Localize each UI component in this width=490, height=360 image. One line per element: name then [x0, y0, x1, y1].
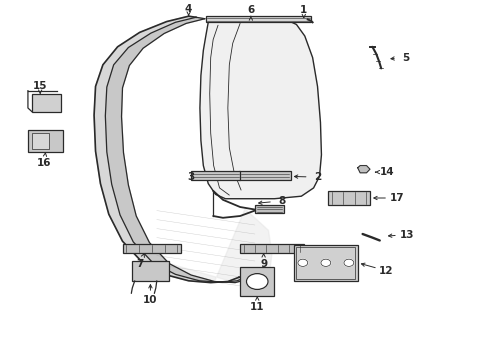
Bar — [32, 94, 61, 112]
Text: 3: 3 — [188, 172, 195, 182]
Text: 15: 15 — [33, 81, 48, 91]
Bar — [328, 191, 370, 205]
Polygon shape — [105, 17, 260, 283]
Circle shape — [298, 259, 308, 266]
Text: 4: 4 — [185, 4, 193, 14]
Bar — [294, 245, 358, 281]
Text: 11: 11 — [250, 302, 265, 312]
Bar — [32, 133, 49, 149]
Bar — [239, 171, 291, 180]
Circle shape — [344, 259, 354, 266]
Bar — [255, 205, 284, 213]
Polygon shape — [200, 19, 321, 199]
Text: 6: 6 — [247, 5, 254, 15]
Text: 2: 2 — [314, 172, 321, 182]
Bar — [122, 244, 181, 253]
Text: 1: 1 — [300, 5, 307, 15]
Text: 8: 8 — [278, 196, 285, 206]
Bar — [240, 244, 304, 253]
Bar — [206, 16, 311, 22]
Circle shape — [246, 274, 268, 289]
Polygon shape — [358, 166, 370, 173]
Text: 12: 12 — [379, 266, 393, 276]
Bar — [296, 247, 355, 279]
Bar — [28, 130, 63, 152]
Circle shape — [321, 259, 331, 266]
Bar — [132, 261, 169, 281]
Polygon shape — [94, 16, 247, 283]
Text: 7: 7 — [136, 258, 144, 269]
Text: 16: 16 — [37, 158, 51, 168]
Bar — [191, 171, 240, 180]
Bar — [240, 267, 274, 296]
Text: 9: 9 — [260, 258, 267, 269]
Text: 14: 14 — [380, 167, 394, 177]
Text: 13: 13 — [399, 230, 414, 240]
Polygon shape — [169, 209, 272, 283]
Text: 17: 17 — [390, 193, 404, 203]
Text: 5: 5 — [402, 53, 409, 63]
Text: 10: 10 — [143, 294, 158, 305]
